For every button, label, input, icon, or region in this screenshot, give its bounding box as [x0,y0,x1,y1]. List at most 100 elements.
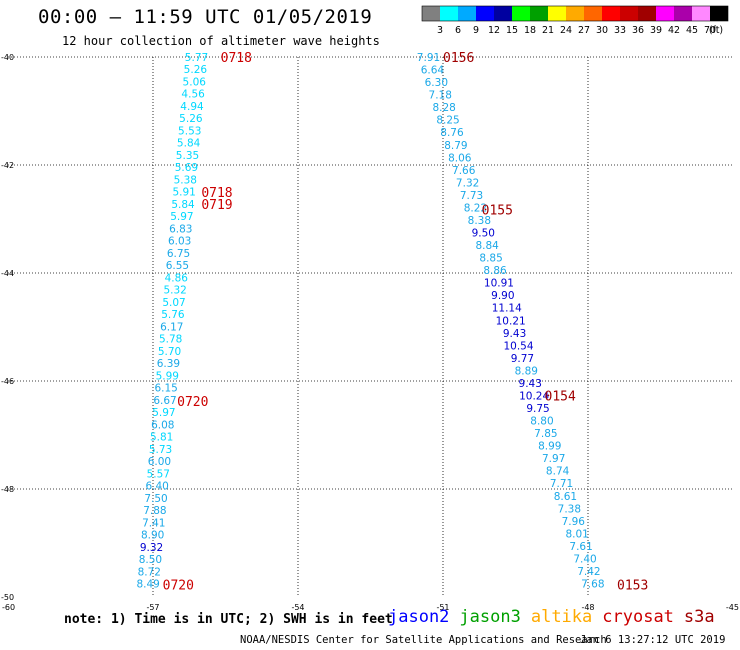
credit-text: NOAA/NESDIS Center for Satellite Applica… [240,634,607,646]
wave-height-label: 7.91 [417,52,440,64]
wave-height-label: 5.97 [170,211,193,223]
wave-height-label: 6.39 [157,358,180,370]
wave-height-label: 5.32 [163,285,186,297]
colorbar-swatch [548,6,566,21]
x-tick-label: -51 [436,603,449,612]
note-text: note: 1) Time is in UTC; 2) SWH is in fe… [64,612,393,627]
wave-height-label: 6.75 [167,248,190,260]
y-tick-label: -40 [1,53,14,62]
x-tick-label: -45 [726,603,739,612]
wave-height-label: 4.56 [181,89,205,101]
wave-height-label: 5.26 [179,113,203,125]
wave-height-label: 8.01 [565,528,588,540]
pass-time-label: 0156 [443,51,474,66]
colorbar-tick-label: 18 [524,25,536,36]
y-tick-label: -48 [1,485,14,494]
x-tick-label: -60 [2,603,15,612]
wave-height-label: 7.61 [569,541,592,553]
colorbar-swatch [602,6,620,21]
wave-height-label: 5.70 [158,346,181,358]
wave-height-label: 5.78 [159,334,182,346]
pass-time-label: 0718 [221,51,252,66]
wave-height-label: 8.74 [546,466,570,478]
colorbar-tick-label: 45 [686,25,698,36]
wave-height-label: 10.24 [519,390,549,402]
wave-height-label: 7.50 [144,493,167,505]
colorbar-tick-label: 21 [542,25,554,36]
wave-height-label: 8.80 [530,416,553,428]
wave-height-label: 9.32 [140,542,163,554]
wave-height-label: 7.41 [142,517,165,529]
colorbar-swatch [422,6,440,21]
wave-height-label: 5.38 [174,174,197,186]
colorbar-swatch [530,6,548,21]
x-tick-label: -54 [291,603,304,612]
colorbar-swatch [638,6,656,21]
colorbar-swatch [494,6,512,21]
wave-height-label: 8.99 [538,441,561,453]
wave-height-label: 6.64 [421,65,445,77]
wave-height-label: 9.43 [503,328,526,340]
pass-time-label: 0719 [201,198,232,213]
page-subtitle: 12 hour collection of altimeter wave hei… [62,34,380,48]
wave-height-label: 9.50 [472,228,495,240]
legend-item-altika: altika [530,607,593,627]
colorbar-tick-label: 42 [668,25,680,36]
legend-item-jason2: jason2 [388,607,450,627]
wave-height-label: 5.26 [184,64,208,76]
colorbar-tick-label: 33 [614,25,626,36]
wave-height-label: 8.22 [464,202,487,214]
wave-height-label: 11.14 [492,303,522,315]
y-tick-label: -42 [1,161,14,170]
colorbar-tick-label: 15 [506,25,518,36]
legend-item-jason3: jason3 [459,607,521,627]
colorbar-swatch [674,6,692,21]
x-tick-label: -57 [146,603,159,612]
wave-height-label: 8.50 [139,554,162,566]
colorbar-swatch [656,6,674,21]
page-title: 00:00 – 11:59 UTC 01/05/2019 [38,6,373,28]
wave-height-label: 7.71 [550,478,573,490]
wave-height-label: 5.91 [172,187,195,199]
wave-height-label: 8.79 [444,140,467,152]
wave-height-label: 8.86 [483,265,507,277]
colorbar-unit: (ft) [709,25,723,36]
wave-height-label: 7.42 [577,566,600,578]
legend-item-cryosat: cryosat [602,607,674,627]
wave-height-label: 10.21 [496,315,526,327]
wave-height-label: 8.25 [436,115,459,127]
wave-height-label: 8.85 [479,253,502,265]
colorbar-swatch [584,6,602,21]
pass-time-label: 0720 [163,579,194,594]
wave-height-label: 5.76 [161,309,185,321]
timestamp-text: Jan 6 13:27:12 UTC 2019 [580,634,726,646]
colorbar-tick-label: 30 [596,25,608,36]
wave-height-label: 4.86 [165,272,189,284]
colorbar-swatch [440,6,458,21]
wave-height-label: 9.75 [526,403,549,415]
colorbar-swatch [692,6,710,21]
wave-height-label: 5.35 [176,150,199,162]
colorbar-swatch [710,6,728,21]
colorbar-swatch [458,6,476,21]
colorbar-tick-label: 9 [473,25,479,36]
wave-height-label: 4.94 [180,101,204,113]
wave-height-label: 7.32 [456,177,479,189]
wave-height-label: 10.54 [503,340,533,352]
wave-height-label: 9.77 [511,353,534,365]
y-tick-label: -46 [1,377,14,386]
colorbar-tick-label: 36 [632,25,644,36]
wave-height-label: 9.90 [491,290,514,302]
colorbar-swatch [476,6,494,21]
colorbar-border [421,5,729,22]
wave-height-label: 5.97 [152,407,175,419]
wave-height-label: 8.38 [468,215,491,227]
wave-height-label: 8.06 [448,152,472,164]
colorbar-swatch [512,6,530,21]
wave-height-label: 6.55 [166,260,189,272]
wave-height-label: 8.72 [138,566,161,578]
pass-time-label: 0153 [617,579,648,594]
colorbar-tick-label: 70 [704,25,716,36]
pass-time-label: 0155 [482,203,513,218]
legend-item-s3a: s3a [683,607,715,627]
